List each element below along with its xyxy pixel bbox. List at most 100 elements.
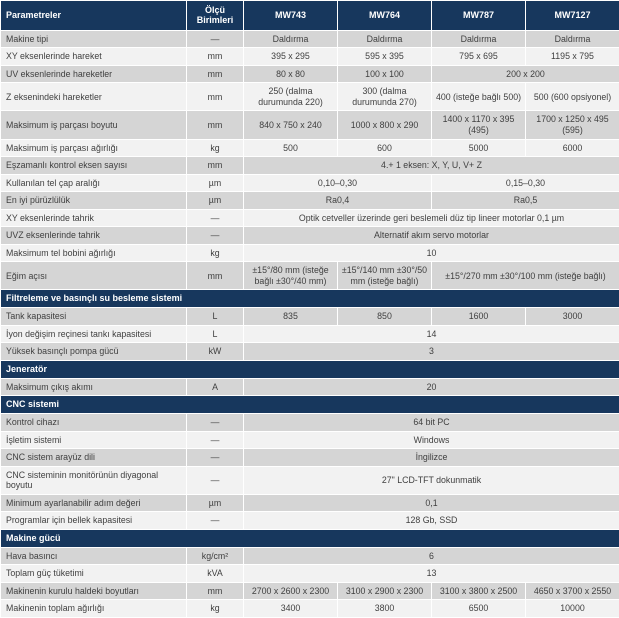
value-cell: Daldırma [432,30,526,48]
value-cell: 840 x 750 x 240 [244,111,338,139]
unit-cell: — [187,431,244,449]
value-cell: 250 (dalma durumunda 220) [244,83,338,111]
param-label: İşletim sistemi [1,431,187,449]
value-cell: 1700 x 1250 x 495 (595) [526,111,619,139]
col-header-unit: Ölçü Birimleri [187,1,244,31]
value-cell: 13 [244,565,619,583]
param-label: Makinenin kurulu haldeki boyutları [1,582,187,600]
value-cell: 128 Gb, SSD [244,512,619,530]
unit-cell: — [187,512,244,530]
spec-row: CNC sistem arayüz dili—İngilizce [1,449,619,467]
value-cell: 395 x 295 [244,48,338,66]
param-label: Eğim açısı [1,262,187,290]
spec-row: CNC sisteminin monitörünün diyagonal boy… [1,466,619,494]
col-header-mw743: MW743 [244,1,338,31]
param-label: Toplam güç tüketimi [1,565,187,583]
param-label: UV eksenlerinde hareketler [1,65,187,83]
spec-row: XY eksenlerinde tahrik—Optik cetveller ü… [1,209,619,227]
param-label: Maksimum iş parçası ağırlığı [1,139,187,157]
section-title: Filtreleme ve basınçlı su besleme sistem… [1,290,619,308]
section-row: CNC sistemi [1,396,619,414]
unit-cell: mm [187,111,244,139]
section-title: Makine gücü [1,529,619,547]
value-cell: 80 x 80 [244,65,338,83]
unit-cell: µm [187,494,244,512]
param-label: Kullanılan tel çap aralığı [1,174,187,192]
value-cell: 27" LCD-TFT dokunmatik [244,466,619,494]
value-cell: İngilizce [244,449,619,467]
unit-cell: — [187,30,244,48]
param-label: Eşzamanlı kontrol eksen sayısı [1,157,187,175]
unit-cell: L [187,325,244,343]
value-cell: 835 [244,308,338,326]
unit-cell: mm [187,65,244,83]
value-cell: 5000 [432,139,526,157]
value-cell: 6 [244,547,619,565]
value-cell: 20 [244,378,619,396]
unit-cell: — [187,227,244,245]
value-cell: Optik cetveller üzerinde geri beslemeli … [244,209,619,227]
param-label: Yüksek basınçlı pompa gücü [1,343,187,361]
param-label: Programlar için bellek kapasitesi [1,512,187,530]
section-title: CNC sistemi [1,396,619,414]
param-label: XY eksenlerinde tahrik [1,209,187,227]
unit-cell: kg [187,244,244,262]
value-cell: 600 [338,139,432,157]
col-header-parametreler: Parametreler [1,1,187,31]
value-cell: 400 (isteğe bağlı 500) [432,83,526,111]
unit-cell: kg [187,139,244,157]
unit-cell: — [187,209,244,227]
value-cell: Daldırma [244,30,338,48]
value-cell: 64 bit PC [244,414,619,432]
unit-cell: kW [187,343,244,361]
unit-cell: — [187,466,244,494]
section-row: Jeneratör [1,360,619,378]
value-cell: 200 x 200 [432,65,619,83]
unit-cell: L [187,308,244,326]
value-cell: 3100 x 3800 x 2500 [432,582,526,600]
value-cell: 500 [244,139,338,157]
value-cell: ±15°/80 mm (isteğe bağlı ±30°/40 mm) [244,262,338,290]
value-cell: 300 (dalma durumunda 270) [338,83,432,111]
value-cell: 4650 x 3700 x 2550 [526,582,619,600]
column-header-row: Parametreler Ölçü Birimleri MW743 MW764 … [1,1,619,31]
value-cell: Daldırma [526,30,619,48]
unit-cell: kg [187,600,244,618]
value-cell: 6000 [526,139,619,157]
param-label: CNC sisteminin monitörünün diyagonal boy… [1,466,187,494]
param-label: Hava basıncı [1,547,187,565]
value-cell: 100 x 100 [338,65,432,83]
value-cell: 0,1 [244,494,619,512]
value-cell: 1400 x 1170 x 395 (495) [432,111,526,139]
col-header-mw787: MW787 [432,1,526,31]
unit-cell: — [187,414,244,432]
unit-cell: kVA [187,565,244,583]
value-cell: 795 x 695 [432,48,526,66]
param-label: CNC sistem arayüz dili [1,449,187,467]
unit-cell: mm [187,582,244,600]
value-cell: Windows [244,431,619,449]
param-label: Maksimum çıkış akımı [1,378,187,396]
section-title: Jeneratör [1,360,619,378]
value-cell: 3 [244,343,619,361]
unit-cell: mm [187,83,244,111]
unit-cell: µm [187,192,244,210]
value-cell: 1600 [432,308,526,326]
value-cell: Alternatif akım servo motorlar [244,227,619,245]
param-label: Makine tipi [1,30,187,48]
value-cell: 14 [244,325,619,343]
